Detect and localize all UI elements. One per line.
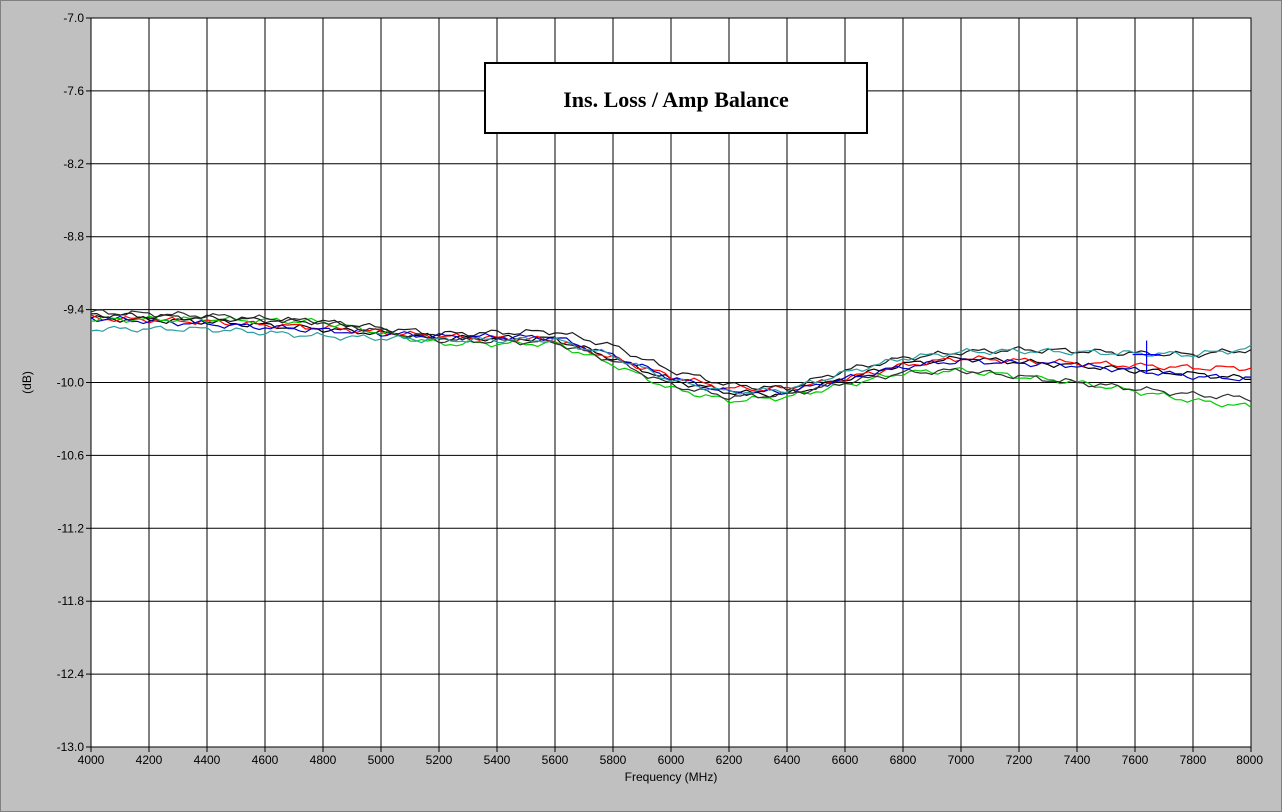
x-tick-label: 6800 <box>890 753 917 767</box>
y-tick-label: -11.8 <box>58 594 85 608</box>
x-tick-label: 5600 <box>542 753 569 767</box>
x-tick-label: 4400 <box>194 753 221 767</box>
series-line <box>90 314 1252 392</box>
series-line <box>90 309 1252 403</box>
y-tick-label: -12.4 <box>57 667 85 681</box>
y-tick-label: -8.8 <box>63 230 84 244</box>
cursor-marker[interactable] <box>1132 340 1161 373</box>
x-tick-label: 5800 <box>600 753 627 767</box>
series-line <box>90 312 1252 391</box>
chart-title-box: Ins. Loss / Amp Balance <box>484 62 868 134</box>
chart-title: Ins. Loss / Amp Balance <box>563 87 789 112</box>
y-tick-label: -10.0 <box>57 376 85 390</box>
x-tick-label: 6400 <box>774 753 801 767</box>
x-tick-label: 6600 <box>832 753 859 767</box>
x-tick-label: 7400 <box>1064 753 1091 767</box>
x-tick-label: 4000 <box>78 753 105 767</box>
series-group <box>90 309 1252 408</box>
x-axis-label: Frequency (MHz) <box>625 770 718 784</box>
y-tick-label: -7.0 <box>63 11 84 25</box>
x-tick-label: 7000 <box>948 753 975 767</box>
x-tick-label: 4600 <box>252 753 279 767</box>
x-tick-label: 5200 <box>426 753 453 767</box>
y-tick-labels: -7.0 -7.6 -8.2 -8.8 -9.4 -10.0 -10.6 -11.2 -11.8… <box>57 11 85 754</box>
y-tick-label: -8.2 <box>63 157 84 171</box>
x-tick-labels: 4000 4200 4400 4600 4800 5000 5200 5400 5600 5800… <box>78 753 1264 767</box>
y-tick-label: -13.0 <box>57 740 85 754</box>
y-axis-label: (dB) <box>20 371 34 394</box>
series-line <box>90 315 1252 397</box>
x-tick-label: 8000 <box>1236 753 1263 767</box>
x-tick-label: 7800 <box>1180 753 1207 767</box>
series-line <box>90 325 1252 395</box>
x-tick-label: 7200 <box>1006 753 1033 767</box>
y-tick-label: -9.4 <box>63 303 84 317</box>
x-tick-label: 4200 <box>136 753 163 767</box>
x-tick-label: 5400 <box>484 753 511 767</box>
x-tick-label: 5000 <box>368 753 395 767</box>
y-tick-label: -10.6 <box>57 448 85 462</box>
x-tick-label: 6200 <box>716 753 743 767</box>
x-tick-label: 6000 <box>658 753 685 767</box>
x-tick-label: 7600 <box>1122 753 1149 767</box>
x-tick-label: 4800 <box>310 753 337 767</box>
y-tick-label: -11.2 <box>58 521 85 535</box>
y-tick-label: -7.6 <box>63 84 84 98</box>
